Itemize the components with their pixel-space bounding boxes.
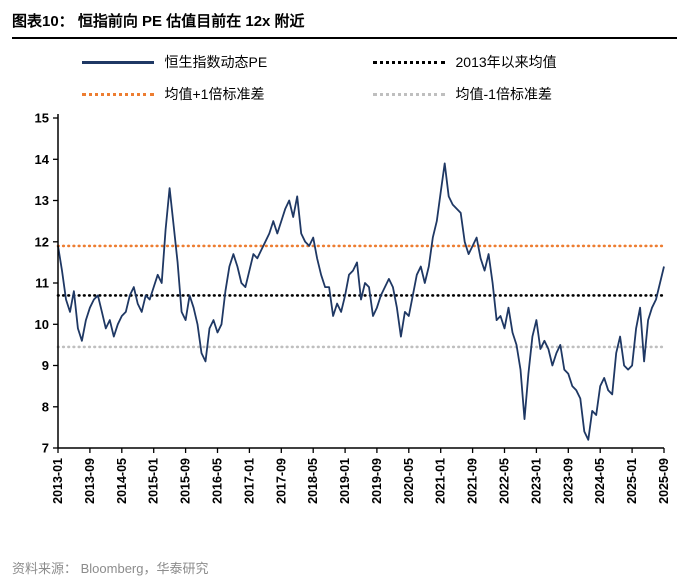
svg-text:2019-01: 2019-01 (338, 458, 352, 504)
svg-text:2016-05: 2016-05 (211, 458, 225, 504)
hsi-forward-pe-chart: 7 8 9 10 11 12 13 14 15 2013-01 2013-09 2014-05 2015… (35, 111, 671, 504)
svg-text:2021-01: 2021-01 (434, 458, 448, 504)
svg-text:2014-05: 2014-05 (115, 458, 129, 504)
svg-text:2013-01: 2013-01 (51, 458, 65, 504)
chart-area: 7 8 9 10 11 12 13 14 15 2013-01 2013-09 2014-05 2015… (12, 110, 677, 552)
svg-text:9: 9 (42, 358, 49, 373)
svg-text:2023-09: 2023-09 (561, 458, 575, 504)
svg-text:14: 14 (35, 152, 50, 167)
legend-label-hsi-pe: 恒生指数动态PE (164, 54, 268, 70)
svg-text:12: 12 (35, 234, 49, 249)
minus1sd-line-swatch (372, 92, 445, 96)
svg-text:15: 15 (35, 111, 49, 126)
figure-header: 图表10： 恒指前向 PE 估值目前在 12x 附近 (12, 10, 677, 34)
legend-label-plus1sd: 均值+1倍标准差 (164, 86, 265, 102)
svg-text:2025-09: 2025-09 (657, 458, 671, 504)
svg-text:2017-09: 2017-09 (274, 458, 288, 504)
hsi-pe-line-swatch (81, 60, 154, 64)
legend-label-mean: 2013年以来均值 (455, 54, 557, 70)
svg-text:2022-05: 2022-05 (498, 458, 512, 504)
svg-text:2021-09: 2021-09 (466, 458, 480, 504)
legend-item-minus1sd: 均值-1倍标准差 (372, 84, 608, 104)
svg-text:2023-01: 2023-01 (529, 458, 543, 504)
svg-text:2015-09: 2015-09 (179, 458, 193, 504)
mean-line-swatch (372, 60, 445, 64)
svg-text:11: 11 (35, 276, 49, 291)
svg-text:2017-01: 2017-01 (242, 458, 256, 504)
svg-text:10: 10 (35, 317, 49, 332)
legend-label-minus1sd: 均值-1倍标准差 (455, 86, 552, 102)
svg-text:7: 7 (42, 441, 49, 456)
svg-text:2025-01: 2025-01 (625, 458, 639, 504)
svg-text:2015-01: 2015-01 (147, 458, 161, 504)
svg-text:2019-09: 2019-09 (370, 458, 384, 504)
svg-text:13: 13 (35, 193, 49, 208)
legend-item-hsi-pe: 恒生指数动态PE (81, 52, 347, 72)
svg-text:2024-05: 2024-05 (593, 458, 607, 504)
svg-text:8: 8 (42, 399, 49, 414)
svg-text:2013-09: 2013-09 (83, 458, 97, 504)
chart-legend: 恒生指数动态PE 2013年以来均值 均值+1倍标准差 均值-1倍标准差 (12, 52, 677, 104)
svg-text:2018-05: 2018-05 (306, 458, 320, 504)
svg-text:2020-05: 2020-05 (402, 458, 416, 504)
title-underline (12, 37, 677, 39)
legend-item-mean: 2013年以来均值 (372, 52, 608, 72)
source-note: 资料来源： Bloomberg，华泰研究 (12, 561, 209, 576)
plus1sd-line-swatch (81, 92, 154, 96)
legend-item-plus1sd: 均值+1倍标准差 (81, 84, 347, 104)
page-title: 图表10： 恒指前向 PE 估值目前在 12x 附近 (12, 13, 305, 30)
